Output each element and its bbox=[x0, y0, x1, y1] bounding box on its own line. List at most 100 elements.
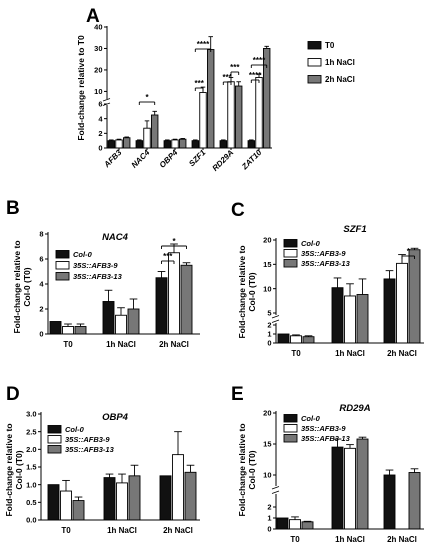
panelC-ytick-label: 1 bbox=[267, 330, 271, 339]
panelE-bar bbox=[277, 518, 288, 529]
panelC-bar bbox=[332, 288, 343, 343]
panelA-bar bbox=[248, 141, 255, 148]
panelA-ytick-label: 40 bbox=[94, 23, 102, 32]
panelA-bar bbox=[220, 141, 227, 148]
panelB-ytick-label: 0 bbox=[39, 330, 43, 339]
panelA-bar bbox=[116, 140, 123, 148]
panelE-legend-swatch bbox=[284, 425, 297, 433]
panelC-ytick-label: 2 bbox=[267, 321, 271, 330]
panelA-legend-label: 2h NaCl bbox=[325, 75, 355, 84]
panelA-bar bbox=[151, 115, 158, 148]
panelE-bar bbox=[409, 473, 420, 529]
panelD-legend-label: 35S::AFB3-13 bbox=[65, 445, 115, 454]
panelA-bar bbox=[136, 141, 143, 148]
panelA-ytick-label: 2 bbox=[98, 129, 102, 138]
panelA-xtick-group: RD29A bbox=[210, 148, 235, 173]
panelB-legend-label: Col-0 bbox=[73, 250, 93, 259]
panelB-legend-label: 35S::AFB3-9 bbox=[73, 261, 118, 270]
panelB-xtick-label: 2h NaCl bbox=[159, 340, 189, 349]
panelE-bar bbox=[332, 447, 343, 529]
panelE-ytick-label: 0 bbox=[267, 525, 271, 534]
panelA-sig-label: **** bbox=[253, 56, 266, 65]
panelA-bar bbox=[144, 128, 151, 148]
panelA-xtick-group: NAC4 bbox=[130, 148, 152, 170]
panelB-ytick-label: 6 bbox=[39, 255, 43, 264]
panelD-ytick-label: 1.0 bbox=[26, 480, 36, 489]
panelB-ytick-label: 4 bbox=[39, 280, 44, 289]
panelC-bar bbox=[357, 295, 368, 343]
panelE-bar bbox=[384, 475, 395, 529]
panelE-legend-label: 35S::AFB3-9 bbox=[301, 424, 346, 433]
panelE-xtick-label: T0 bbox=[290, 535, 300, 544]
panelA-xtick-label: AFB3 bbox=[102, 148, 124, 170]
panelA-bar bbox=[235, 86, 242, 148]
panelA-bar bbox=[108, 141, 115, 148]
panelE-bar bbox=[290, 520, 301, 529]
panelE-xtick-label: 1h NaCl bbox=[335, 535, 365, 544]
panelC-legend-swatch bbox=[284, 250, 297, 258]
panelA-xtick-group: AFB3 bbox=[102, 148, 124, 170]
panelA-xtick-label: NAC4 bbox=[130, 148, 152, 170]
panelB-ylabel-line2: Col-0 (T0) bbox=[22, 267, 32, 306]
panelE-bar bbox=[357, 439, 368, 529]
panelA-ytick-label: 30 bbox=[94, 44, 102, 53]
panelB-bar bbox=[116, 315, 127, 334]
panelC-bar bbox=[397, 263, 408, 343]
panelD-bar bbox=[73, 501, 84, 520]
panelE-ytick-label: 1 bbox=[267, 514, 271, 523]
panelD-legend-label: Col-0 bbox=[65, 425, 85, 434]
panelB-ytick-label: 8 bbox=[39, 230, 43, 239]
panelD-ytick-label: 3.0 bbox=[26, 410, 36, 419]
panelE-ytick-label: 15 bbox=[263, 440, 271, 449]
panelA-sig-label: **** bbox=[249, 71, 262, 80]
panel-D-letter: D bbox=[6, 384, 20, 405]
panelD-ytick-label: 0.5 bbox=[26, 498, 36, 507]
panelD-legend-swatch bbox=[48, 436, 61, 444]
panelA-sig-label: * bbox=[145, 93, 149, 102]
panelA-bar bbox=[200, 92, 207, 148]
panelD-ytick-label: 1.5 bbox=[26, 463, 36, 472]
panelC-xtick-label: 1h NaCl bbox=[335, 349, 365, 358]
panelB-bar bbox=[181, 265, 192, 334]
panelA-legend-swatch bbox=[308, 76, 321, 84]
panelA-legend-label: T0 bbox=[325, 41, 335, 50]
panelB-legend-swatch bbox=[56, 273, 69, 281]
panelB-sig-label: *** bbox=[163, 252, 173, 261]
panelC-bar bbox=[278, 334, 289, 343]
panelE-bar bbox=[302, 522, 313, 529]
panelA-ytick-label: 6 bbox=[98, 100, 102, 109]
panelE-bar bbox=[345, 448, 356, 529]
panelB-bar bbox=[128, 309, 139, 334]
panelA-bar bbox=[228, 82, 235, 148]
panelD-legend-swatch bbox=[48, 446, 61, 454]
panelA-ylabel: Fold-change relative to T0 bbox=[76, 35, 86, 141]
panelD-bar bbox=[61, 491, 72, 520]
panelD-legend-label: 35S::AFB3-9 bbox=[65, 435, 110, 444]
panelD-ytick-label: 2.0 bbox=[26, 445, 36, 454]
panelD-bar bbox=[48, 485, 59, 520]
panelE-ytick-label: 20 bbox=[263, 409, 271, 418]
panelB-y-axis-title: Fold-change relative to Col-0 (T0) bbox=[12, 240, 32, 333]
panelB-bar bbox=[63, 327, 74, 335]
panelC-legend-label: 35S::AFB3-9 bbox=[301, 249, 346, 258]
panelA-sig-label: *** bbox=[230, 63, 240, 72]
panelB-legend-swatch bbox=[56, 251, 69, 259]
panelD-ytick-label: 0.0 bbox=[26, 516, 36, 525]
panelA-xtick-group: OBP4 bbox=[158, 148, 180, 170]
panelA-bar bbox=[123, 138, 130, 148]
panelB-legend-swatch bbox=[56, 262, 69, 270]
panelD-xtick-label: 2h NaCl bbox=[163, 526, 193, 535]
panelE-legend-swatch bbox=[284, 415, 297, 423]
panelC-bar bbox=[303, 337, 314, 343]
panelD-title: OBP4 bbox=[102, 412, 129, 423]
panelD-xtick-label: T0 bbox=[61, 526, 71, 535]
panelA-xtick-group: ZAT10 bbox=[239, 148, 263, 172]
panelE-y-axis-title: Fold-change relative to Col-0 (T0) bbox=[237, 423, 257, 516]
panel-B-letter: B bbox=[6, 198, 20, 219]
panelD-ylabel-line2: Col-0 (T0) bbox=[14, 450, 24, 489]
panelE-xtick-label: 2h NaCl bbox=[387, 535, 417, 544]
panelE-legend-label: Col-0 bbox=[301, 414, 321, 423]
panelA-ytick-label: 20 bbox=[94, 66, 102, 75]
panelB-sig-label: * bbox=[172, 237, 176, 246]
panelC-ytick-label: 10 bbox=[263, 284, 271, 293]
